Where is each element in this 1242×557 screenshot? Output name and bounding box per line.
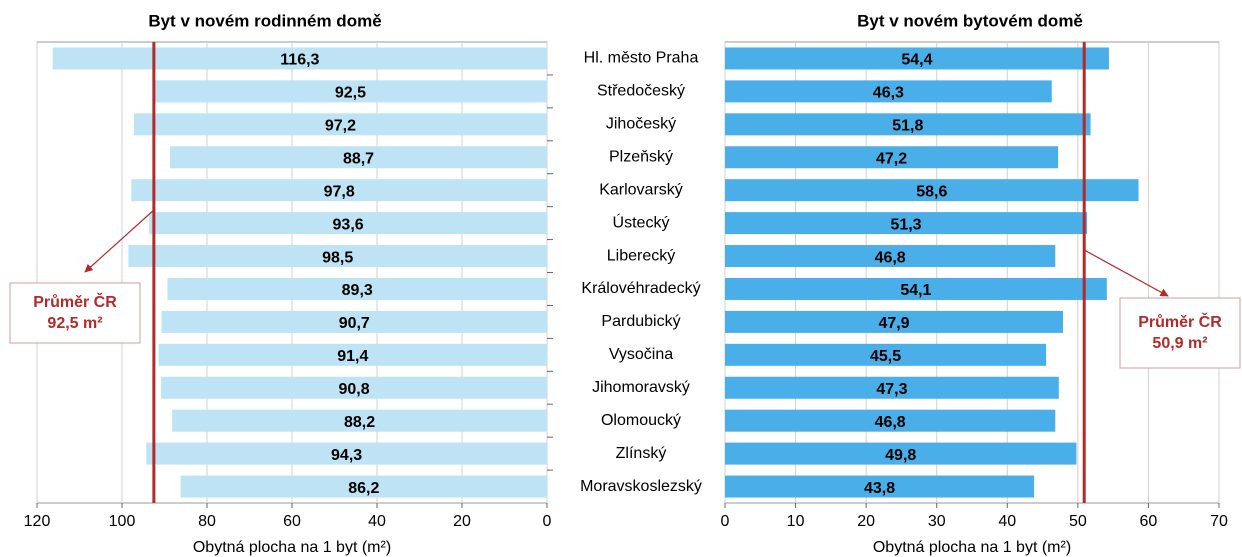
bar [725,409,1056,432]
bar [158,343,548,366]
bar [725,47,1109,70]
x-tick-label: 80 [198,513,216,530]
x-axis-label: Obytná plocha na 1 byt (m²) [873,539,1071,556]
bar [133,113,547,136]
value-label: 88,7 [343,150,374,167]
bar [180,475,547,498]
value-label: 98,5 [322,249,353,266]
bar [167,277,547,300]
x-tick-label: 0 [721,513,730,530]
value-label: 94,3 [331,447,362,464]
x-tick-label: 50 [1069,513,1087,530]
category-label: Jihočeský [606,116,676,133]
annotation-text: Průměr ČR [1138,312,1222,331]
value-label: 91,4 [337,348,368,365]
bar [146,442,547,465]
x-tick-label: 20 [453,513,471,530]
plot-area [724,41,1220,504]
x-tick-label: 40 [998,513,1016,530]
value-label: 47,2 [876,150,907,167]
value-label: 45,5 [870,348,901,365]
x-tick-label: 30 [928,513,946,530]
bar [161,310,547,333]
category-label: Vysočina [609,346,673,363]
category-label: Liberecký [607,247,675,264]
x-tick-label: 0 [543,513,552,530]
category-label: Královéhradecký [581,280,700,297]
bar [725,80,1052,103]
annotation-text: Průměr ČR [33,292,117,311]
value-label: 47,9 [878,315,909,332]
value-label: 90,7 [339,315,370,332]
value-label: 51,3 [890,216,921,233]
bar [725,113,1091,136]
category-label: Hl. město Praha [584,50,699,67]
category-label: Karlovarský [599,181,683,198]
bar [725,277,1107,300]
bar [131,179,547,202]
value-label: 46,8 [875,249,906,266]
annotation-box [9,282,141,344]
value-label: 97,8 [324,183,355,200]
bar [725,442,1077,465]
value-label: 51,8 [892,118,923,135]
value-label: 93,6 [333,216,364,233]
category-label: Pardubický [601,313,680,330]
value-label: 46,3 [873,85,904,102]
x-tick-label: 20 [857,513,875,530]
bar [725,376,1059,399]
x-tick-label: 120 [24,513,51,530]
x-tick-label: 70 [1210,513,1228,530]
bar [725,146,1059,169]
value-label: 54,1 [900,282,931,299]
value-label: 58,6 [916,183,947,200]
value-label: 47,3 [876,381,907,398]
category-label: Středočeský [597,83,685,100]
value-label: 49,8 [885,447,916,464]
bar [52,47,547,70]
category-label: Plzeňský [609,148,673,165]
value-label: 89,3 [342,282,373,299]
annotation-value: 92,5 m² [47,315,102,332]
bar [172,409,547,432]
category-label: Zlínský [616,445,667,462]
bar [725,245,1056,268]
value-label: 46,8 [875,414,906,431]
chart-title: Byt v novém rodinném domě [148,11,381,30]
category-label: Ústecký [613,212,670,231]
x-axis-label: Obytná plocha na 1 byt (m²) [193,539,391,556]
bar [170,146,547,169]
chart-title: Byt v novém bytovém domě [857,11,1083,30]
bar [725,475,1035,498]
value-label: 86,2 [348,480,379,497]
bar [153,80,547,103]
value-label: 43,8 [864,480,895,497]
annotation-arrow [1083,249,1169,297]
bar [149,212,547,235]
annotation-box [1119,297,1241,369]
value-label: 116,3 [280,52,319,69]
bar [725,212,1088,235]
bar [128,245,547,268]
annotation-value: 50,9 m² [1152,335,1207,352]
bar [161,376,547,399]
bar [725,179,1139,202]
bar [725,310,1064,333]
x-tick-label: 60 [283,513,301,530]
value-label: 90,8 [338,381,369,398]
value-label: 97,2 [325,118,356,135]
x-tick-label: 40 [368,513,386,530]
value-label: 54,4 [901,52,932,69]
category-label: Olomoucký [601,412,681,429]
x-tick-label: 100 [109,513,136,530]
annotation-arrow [84,209,155,273]
category-label: Jihomoravský [592,379,690,396]
x-tick-label: 10 [787,513,805,530]
value-label: 92,5 [335,85,366,102]
value-label: 88,2 [344,414,375,431]
bar [725,343,1047,366]
category-label: Moravskoslezský [580,478,702,495]
x-tick-label: 60 [1140,513,1158,530]
